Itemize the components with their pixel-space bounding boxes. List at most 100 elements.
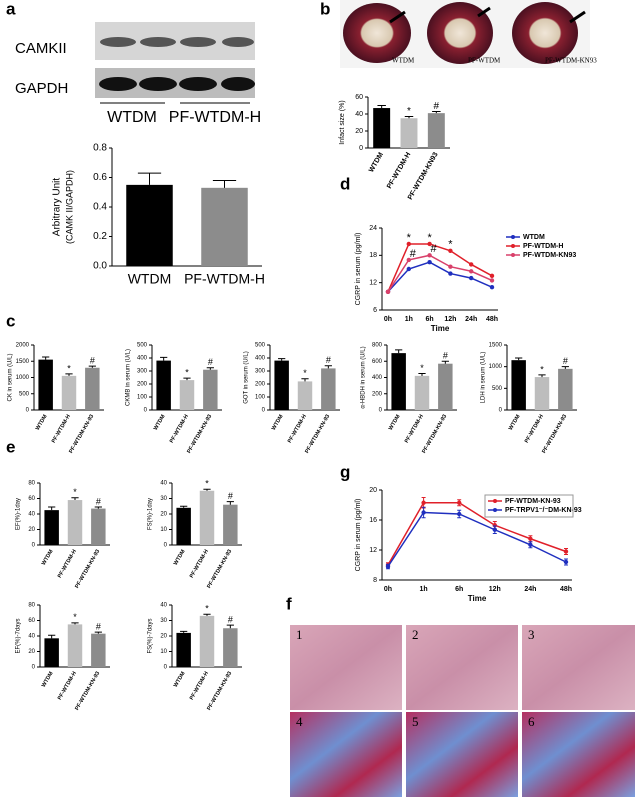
x-tick-label: PF-WTDM-KN-93 [421,414,448,455]
annotation: * [67,363,71,373]
y-tick-label: 0 [144,408,148,414]
tile-label: 3 [528,627,535,642]
x-axis-label: Time [468,594,487,603]
panel-label: d [340,174,350,193]
heart-label: PF-WTDM [468,57,501,65]
x-tick-label: WTDM [173,670,187,688]
x-tick-label: 1h [405,316,413,323]
tile-label: 2 [412,627,419,642]
legend-box [484,494,574,518]
error-bar [226,624,234,629]
error-bar [94,506,102,509]
heart-image [512,2,578,64]
bar [534,377,550,410]
y-tick-label: 30 [160,496,167,502]
error-bar [71,497,79,501]
y-tick-label: 20 [28,527,35,533]
x-tick-label: PF-WTDM-H [189,549,210,580]
y-tick-label: 1500 [489,343,503,349]
y-tick-label: 0 [262,408,266,414]
panel-label: f [286,594,292,613]
y-tick-label: 40 [28,512,35,518]
y-tick-label: 8 [373,577,377,584]
x-tick-label: PF-WTDM-H [169,414,190,445]
tile-label: 4 [296,714,303,729]
bar [391,353,406,410]
annotation: * [205,604,209,614]
y-tick-label: 2000 [16,343,30,349]
y-tick-label: 20 [355,128,363,135]
bar [400,118,418,148]
group-label: PF-WTDM-H [169,109,261,126]
x-tick-label: WTDM [508,413,522,431]
bar [558,368,573,410]
y-tick-label: 800 [372,343,383,349]
point [528,536,533,541]
annotation: * [407,106,411,117]
y-axis-label: α-HBDH in serum (U/L) [361,346,367,408]
x-tick-label: WTDM [388,413,402,431]
y-axis-label: Infact size (%) [339,100,346,144]
x-tick-label: PF-WTDM-H [287,414,308,445]
blot-bands [99,77,255,91]
x-tick-label: 12h [444,316,456,323]
x-tick-label: WTDM [153,413,167,431]
x-tick-label: PF-WTDM-H [57,549,78,580]
line [387,243,493,293]
y-tick-label: 60 [28,496,35,502]
y-tick-label: 1000 [16,375,30,381]
y-tick-label: 40 [355,111,363,118]
y-tick-label: 500 [492,386,503,392]
annotation: * [73,487,77,497]
x-tick-label: PF-WTDM-KN-93 [541,414,568,455]
point [406,257,411,263]
y-tick-label: 20 [160,512,167,518]
legend-marker [493,499,497,503]
bar [176,632,191,667]
y-tick-label: 24 [369,225,377,232]
y-axis-label: CKMB in serum (U/L) [126,349,132,406]
error-bar [203,488,211,491]
error-bar [137,172,162,185]
point [469,269,474,274]
tile-label: 1 [296,627,303,642]
bar [201,187,248,266]
x-tick-label: 0h [384,316,392,323]
annotation: # [410,248,417,260]
legend-marker [511,244,515,248]
point [385,289,391,294]
x-tick-label: 24h [524,586,536,593]
bar [199,615,215,667]
annotation: # [96,622,101,632]
point [448,264,453,269]
point [563,549,569,554]
arrows [389,6,586,24]
annotation: * [427,232,432,244]
heart-image [343,3,411,63]
x-tick-label: WTDM [368,151,385,173]
point [489,273,495,279]
tile-label: 5 [412,714,419,729]
y-axis-label: CGRP in serum (pg/ml) [355,499,362,572]
y-tick-label: 0.8 [93,143,107,154]
line [387,502,567,566]
error-bar [94,631,102,634]
x-tick-label: WTDM [271,413,285,431]
y-axis-label: EF(%)-1day [16,498,22,530]
x-tick-label: PF-WTDM-KN-93 [206,549,233,590]
annotation: * [448,239,453,251]
y-tick-label: 200 [255,382,266,388]
y-tick-label: 600 [372,359,383,365]
point [448,271,453,276]
error-bar [432,110,441,114]
heart-image [427,2,493,64]
y-tick-label: 0.0 [93,261,107,272]
error-bar [160,356,168,361]
point [427,241,432,247]
line [387,254,493,293]
error-bar [278,358,286,361]
legend-label: PF-WTDM-H [523,243,563,250]
panel-label: e [6,437,15,456]
error-bar [71,622,79,625]
bar [126,184,173,266]
